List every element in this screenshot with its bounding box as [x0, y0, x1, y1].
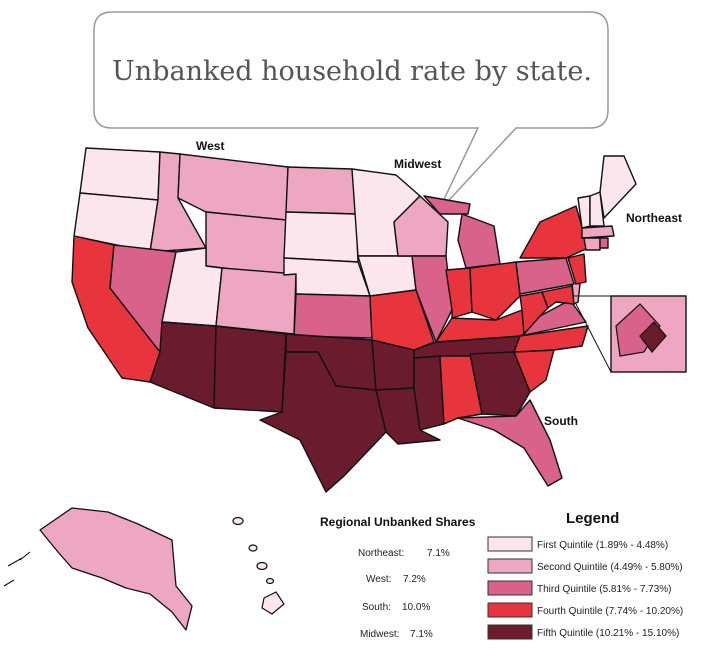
state-ohio — [469, 261, 521, 321]
share-label-south: South: — [362, 602, 391, 613]
state-colorado — [215, 267, 297, 335]
legend-swatch-q4 — [487, 602, 533, 618]
regional-shares-heading: Regional Unbanked Shares — [320, 515, 476, 529]
legend-heading: Legend — [566, 510, 619, 527]
state-maine — [599, 155, 637, 219]
region-label-west: West — [196, 139, 224, 153]
legend-swatch-q2 — [487, 558, 533, 574]
legend-swatch-q1 — [487, 536, 533, 552]
state-pennsylvania — [515, 257, 575, 295]
map-title: Unbanked household rate by state. — [112, 56, 592, 87]
state-new-jersey — [567, 253, 587, 285]
state-florida — [457, 399, 563, 487]
share-value-south: 10.0% — [402, 602, 430, 613]
legend-swatch-q5 — [487, 624, 533, 640]
state-rhode-island — [599, 237, 609, 249]
legend-label-q2: Second Quintile (4.49% - 5.80%) — [537, 562, 683, 573]
state-indiana — [445, 267, 473, 319]
legend-label-q3: Third Quintile (5.81% - 7.73%) — [537, 584, 672, 595]
state-north-carolina — [513, 325, 589, 353]
state-connecticut — [583, 237, 601, 251]
share-label-west: West: — [366, 574, 391, 585]
state-delaware — [571, 281, 581, 305]
state-new-mexico — [213, 325, 287, 413]
title-bubble: Unbanked household rate by state. — [93, 11, 609, 213]
legend-label-q1: First Quintile (1.89% - 4.48%) — [537, 540, 668, 551]
state-michigan — [457, 213, 501, 269]
state-georgia — [469, 351, 531, 417]
share-value-west: 7.2% — [403, 574, 426, 585]
state-kansas — [293, 293, 373, 339]
state-arizona — [149, 321, 217, 409]
region-label-midwest: Midwest — [394, 157, 441, 171]
state-michigan-up — [423, 195, 471, 215]
inset-dc — [639, 321, 667, 353]
legend-swatch-q3 — [487, 580, 533, 596]
state-hawaii — [232, 516, 285, 615]
states-layer — [71, 147, 637, 493]
share-value-midwest: 7.1% — [410, 629, 433, 640]
state-north-dakota — [285, 166, 357, 215]
state-maryland — [541, 285, 575, 309]
state-washington — [79, 147, 161, 201]
state-new-york — [519, 205, 589, 259]
state-texas — [259, 351, 387, 493]
state-nebraska — [283, 257, 371, 297]
state-massachusetts — [581, 225, 615, 239]
state-wyoming — [205, 211, 287, 276]
share-label-northeast: Northeast: — [358, 548, 404, 559]
alaska-islands — [3, 551, 31, 587]
state-wisconsin — [393, 195, 449, 257]
state-illinois — [411, 255, 453, 343]
dc-inset — [574, 295, 687, 373]
legend-label-q5: Fifth Quintile (10.21% - 15.10%) — [537, 628, 679, 639]
legend-label-q4: Fourth Quintile (7.74% - 10.20%) — [537, 606, 683, 617]
legend: Legend First Quintile (1.89% - 4.48%) Se… — [487, 510, 683, 640]
regional-shares: Regional Unbanked Shares Northeast: 7.1%… — [320, 515, 476, 640]
state-south-dakota — [283, 211, 359, 263]
state-montana — [177, 153, 289, 221]
state-alaska — [39, 507, 193, 631]
region-label-south: South — [544, 414, 578, 428]
state-mississippi — [413, 355, 445, 431]
region-label-northeast: Northeast — [626, 211, 682, 225]
share-value-northeast: 7.1% — [427, 548, 450, 559]
share-label-midwest: Midwest: — [360, 629, 399, 640]
